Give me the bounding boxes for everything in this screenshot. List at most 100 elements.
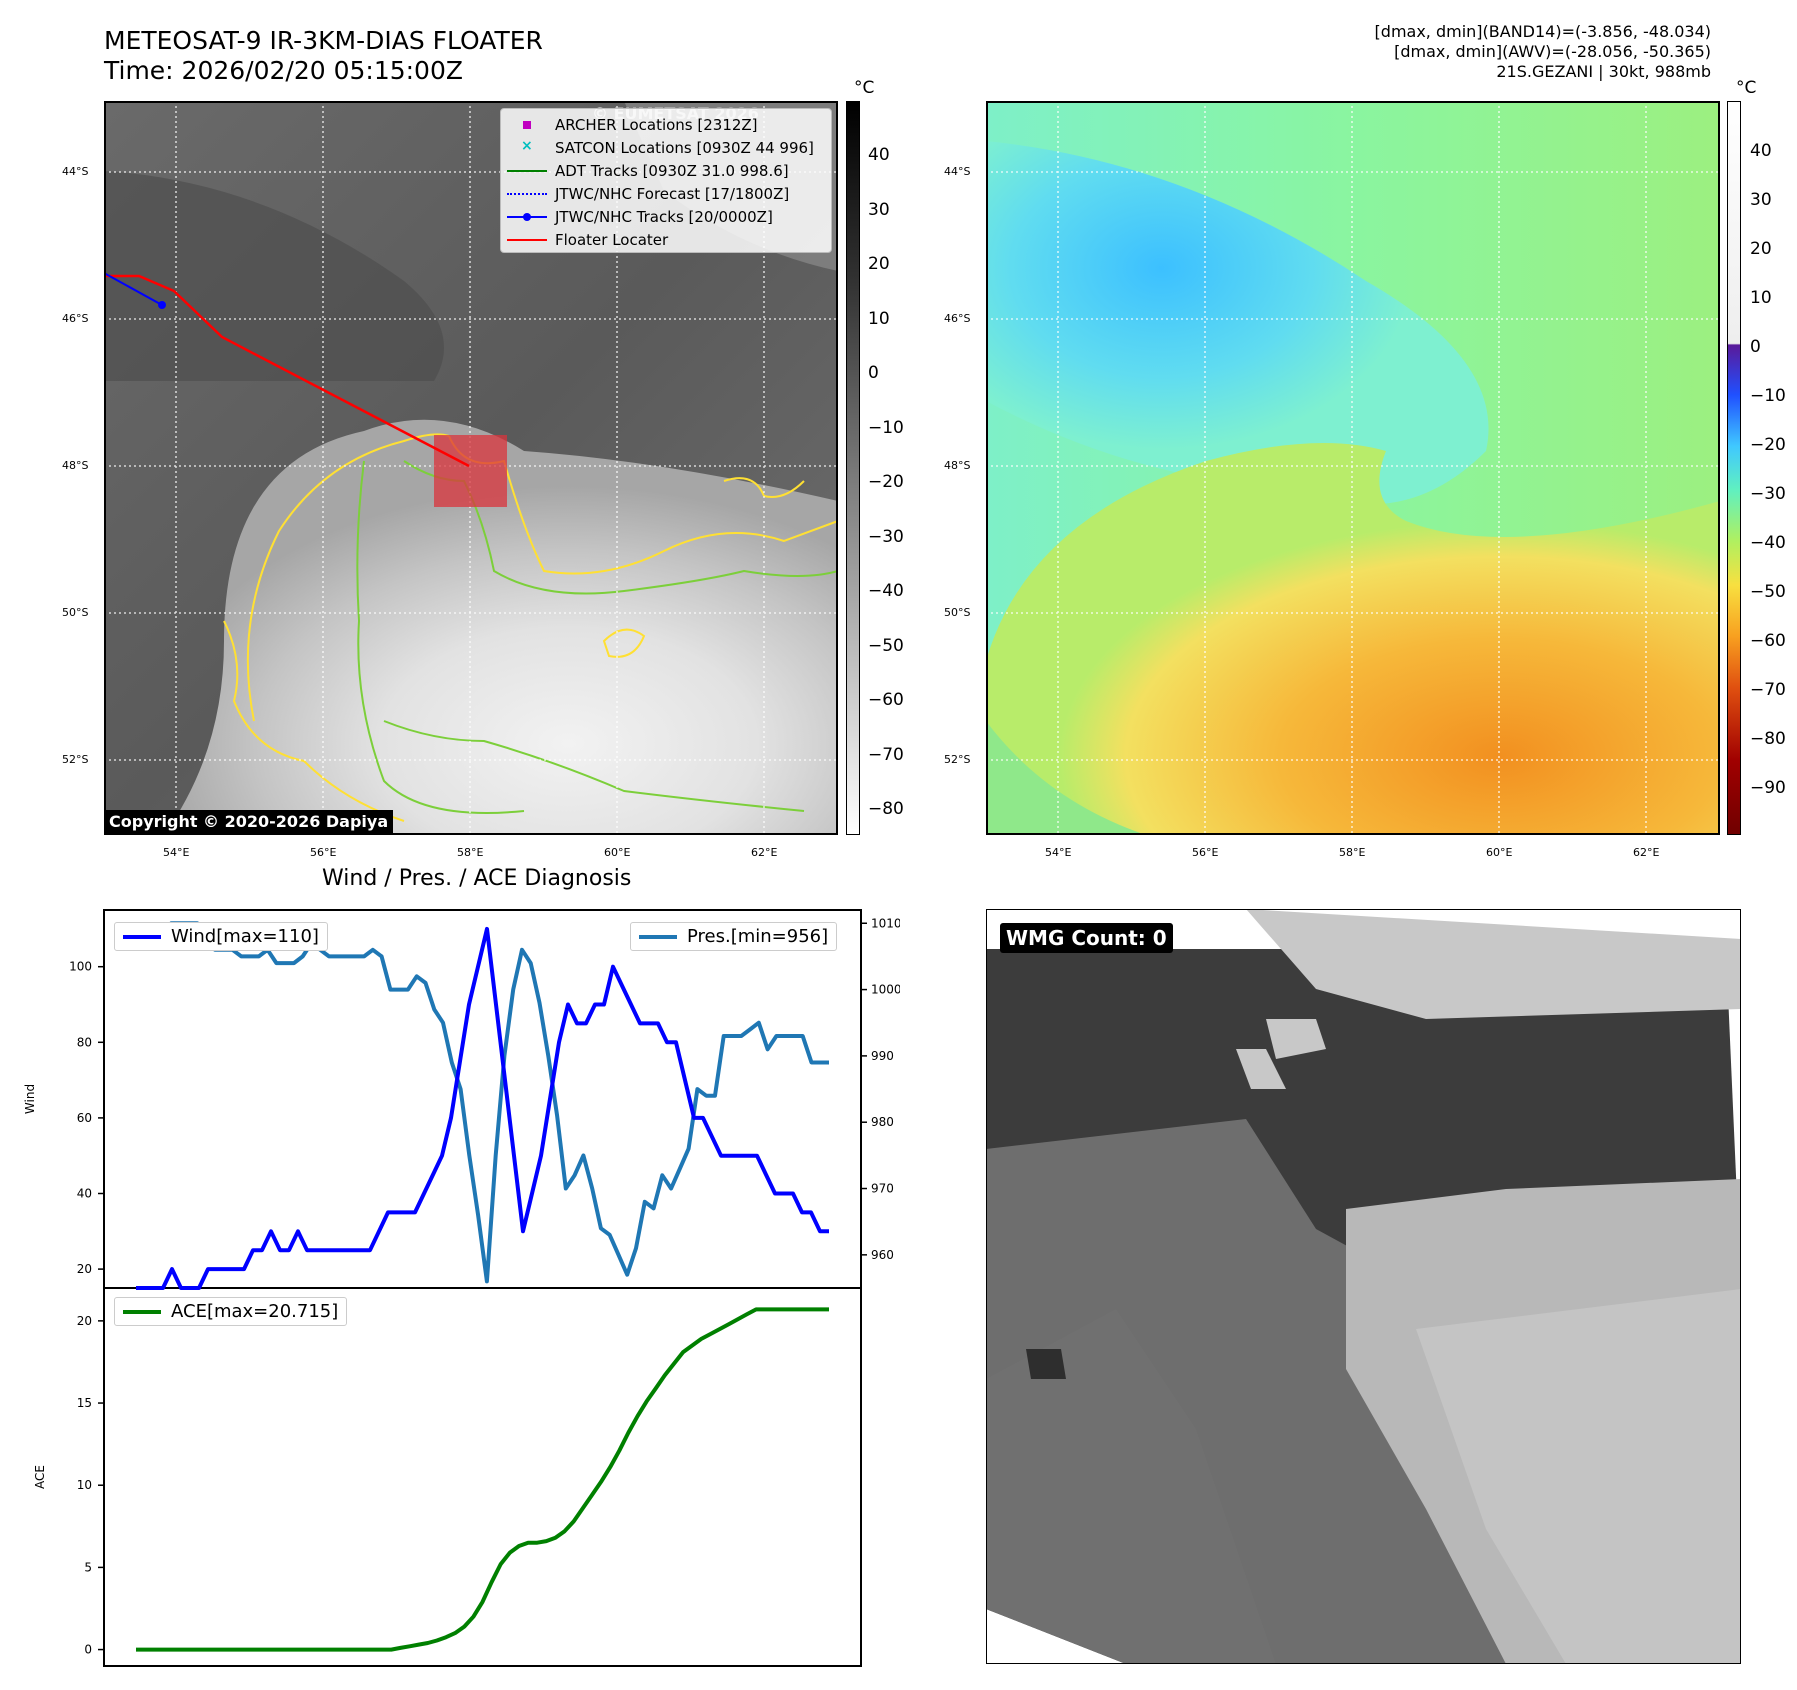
band14-stats: [dmax, dmin](BAND14)=(-3.856, -48.034) [1374,22,1711,41]
colorbar-tick-label: −70 [1750,680,1786,700]
ace-legend: ACE[max=20.715] [114,1297,348,1326]
wv-lat-label: 52°S [944,753,971,766]
wv-lon-label: 54°E [1045,846,1072,859]
pressure-axis-tick-label: 990 [871,1049,894,1063]
pressure-axis-tick-label: 1000 [871,983,900,997]
wind-axis-tick-label: 60 [77,1111,92,1125]
wind-axis-tick-label: 20 [77,1262,92,1276]
ace-series-line [136,1307,829,1652]
colorbar-tick-label: 20 [868,254,890,274]
colorbar-tick-label: 40 [1750,141,1772,161]
wind-legend-label: Wind[max=110] [171,926,319,947]
wv-colorbar [1727,101,1741,835]
archer-location-box [434,435,507,507]
ir-colorbar-unit: °C [854,78,875,98]
wind-axis-tick-label: 80 [77,1035,92,1049]
wv-lon-label: 60°E [1486,846,1513,859]
wind-axis-tick-label: 40 [77,1187,92,1201]
ir-lat-label: 48°S [62,459,89,472]
jtwc-track [104,272,163,306]
wv-lat-label: 48°S [944,459,971,472]
pressure-series-line [136,921,829,1284]
ir-lon-label: 58°E [457,846,484,859]
wv-lat-label: 46°S [944,312,971,325]
ir-lat-label: 52°S [62,753,89,766]
ace-axis-tick-label: 15 [77,1396,92,1410]
ace-legend-label: ACE[max=20.715] [171,1301,339,1322]
ace-axis-tick-label: 5 [84,1560,92,1574]
ir-lon-label: 54°E [163,846,190,859]
wv-lon-label: 62°E [1633,846,1660,859]
colorbar-tick-label: −30 [1750,484,1786,504]
colorbar-tick-label: 30 [1750,190,1772,210]
ir-legend: ARCHER Locations [2312Z] × SATCON Locati… [500,108,832,253]
colorbar-tick-label: −80 [1750,729,1786,749]
colorbar-tick-label: −60 [868,690,904,710]
ir-lon-label: 62°E [751,846,778,859]
colorbar-tick-label: −30 [868,526,904,547]
colorbar-tick-label: 20 [1750,239,1772,259]
ir-lon-label: 60°E [604,846,631,859]
colorbar-tick-label: −60 [1750,631,1786,651]
jtwc-track-point [158,301,166,309]
ace-axis-tick-label: 20 [77,1314,92,1328]
colorbar-tick-label: 10 [1750,288,1772,308]
diagnosis-title: Wind / Pres. / ACE Diagnosis [322,866,632,891]
colorbar-tick-label: 30 [868,199,890,220]
legend-label-adt: ADT Tracks [0930Z 31.0 998.6] [555,161,789,180]
image-time: Time: 2026/02/20 05:15:00Z [104,56,463,85]
legend-item-floater: Floater Locater [507,228,825,251]
colorbar-tick-label: 10 [868,308,890,329]
colorbar-tick-label: −10 [868,417,904,438]
wind-pressure-ace-chart: 20 40 60 80 100 960 970 980 990 1000 1010 0 5 10 15 20 W… [23,909,900,1667]
colorbar-tick-label: 0 [1750,337,1761,357]
ir-lat-label: 46°S [62,312,89,325]
image-title: METEOSAT-9 IR-3KM-DIAS FLOATER [104,26,543,55]
pressure-axis-tick-label: 970 [871,1182,894,1196]
pressure-axis-tick-label: 980 [871,1115,894,1129]
pressure-legend: Pres.[min=956] [630,922,838,951]
wind-panel-frame [103,909,862,1289]
pressure-legend-label: Pres.[min=956] [687,926,829,947]
ace-axis-tick-label: 0 [84,1643,92,1657]
wv-lat-label: 44°S [944,165,971,178]
colorbar-tick-label: −50 [868,635,904,656]
legend-label-jtwc-forecast: JTWC/NHC Forecast [17/1800Z] [555,184,790,203]
ace-axis-label: ACE [33,1465,47,1489]
colorbar-tick-label: 40 [868,145,890,165]
wv-lat-label: 50°S [944,606,971,619]
floater-locater-track [104,274,470,468]
ace-axis-tick-label: 10 [77,1478,92,1492]
wmg-count-label: WMG Count: 0 [1000,923,1173,953]
pressure-axis-tick-label: 1010 [871,916,900,930]
legend-label-floater: Floater Locater [555,230,669,249]
colorbar-tick-label: −40 [868,581,904,601]
copyright-label: Copyright © 2020-2026 Dapiya [104,810,394,833]
colorbar-tick-label: −90 [1750,778,1786,798]
legend-item-archer: ARCHER Locations [2312Z] [507,113,825,136]
colorbar-tick-label: −50 [1750,582,1786,602]
colorbar-tick-label: −40 [1750,533,1786,553]
wv-colorbar-unit: °C [1736,78,1757,98]
wind-axis-label: Wind [23,1084,37,1114]
colorbar-tick-label: −20 [868,472,904,492]
wv-satellite-map [986,101,1720,835]
legend-label-satcon: SATCON Locations [0930Z 44 996] [555,138,814,157]
pressure-axis-tick-label: 960 [871,1248,894,1262]
ir-panel-frame [104,101,838,835]
wv-panel-frame [986,101,1720,835]
legend-label-jtwc-tracks: JTWC/NHC Tracks [20/0000Z] [555,207,773,226]
ir-lon-label: 56°E [310,846,337,859]
ace-panel-frame [103,1287,862,1667]
ir-lat-label: 44°S [62,165,89,178]
wind-legend: Wind[max=110] [114,922,328,951]
legend-label-archer: ARCHER Locations [2312Z] [555,115,758,134]
wind-axis-tick-label: 100 [69,960,92,974]
legend-item-jtwc-forecast: JTWC/NHC Forecast [17/1800Z] [507,182,825,205]
colorbar-tick-label: −10 [1750,386,1786,406]
colorbar-tick-label: −80 [868,799,904,819]
colorbar-tick-label: −70 [868,744,904,765]
wmg-classification-map [986,909,1741,1664]
wv-lon-label: 56°E [1192,846,1219,859]
ir-colorbar [846,101,860,835]
